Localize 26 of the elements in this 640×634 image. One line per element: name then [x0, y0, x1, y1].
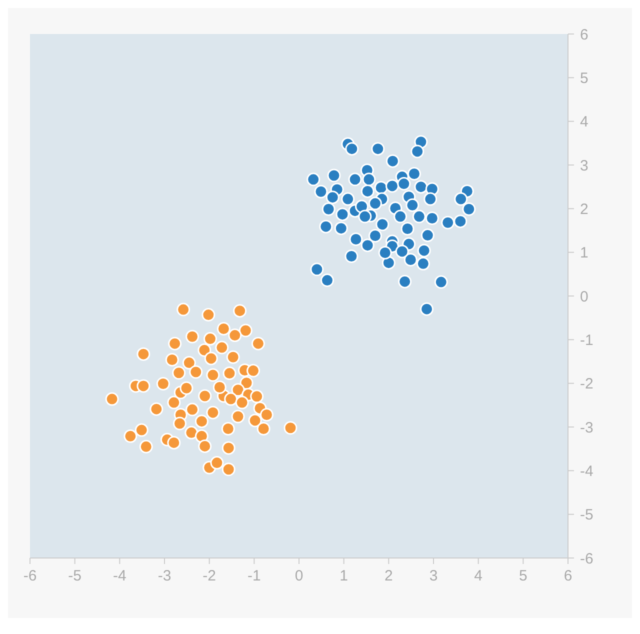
y-tick-label: 3 [580, 157, 588, 174]
y-tick-label: 5 [580, 70, 588, 87]
x-tick-label: 2 [384, 568, 393, 585]
x-tick-label: -1 [247, 568, 261, 585]
x-tick-label: 4 [474, 568, 483, 585]
x-tick-label: -6 [23, 568, 37, 585]
x-tick-label: 6 [564, 568, 572, 585]
y-tick-label: -5 [580, 506, 594, 524]
x-tick-label: 3 [429, 568, 438, 585]
y-tick-label: -1 [580, 332, 594, 349]
x-tick-label: -5 [68, 568, 82, 585]
x-tick-label: 0 [294, 568, 304, 585]
y-tick-label: 0 [580, 288, 588, 306]
x-tick-label: -2 [202, 568, 216, 585]
y-tick-label: 4 [580, 114, 588, 131]
y-tick-label: -3 [580, 419, 594, 436]
x-tick-label: 1 [340, 568, 348, 585]
y-tick-label: 6 [580, 26, 588, 44]
y-tick-label: -6 [580, 550, 594, 568]
y-tick-label: 2 [580, 200, 588, 218]
x-tick-label: -4 [112, 568, 126, 585]
y-tick-label: 1 [580, 244, 588, 262]
x-tick-label: -3 [158, 568, 172, 585]
y-tick-label: -4 [580, 462, 594, 480]
x-tick-label: 5 [518, 568, 528, 585]
y-tick-label: -2 [580, 376, 594, 393]
